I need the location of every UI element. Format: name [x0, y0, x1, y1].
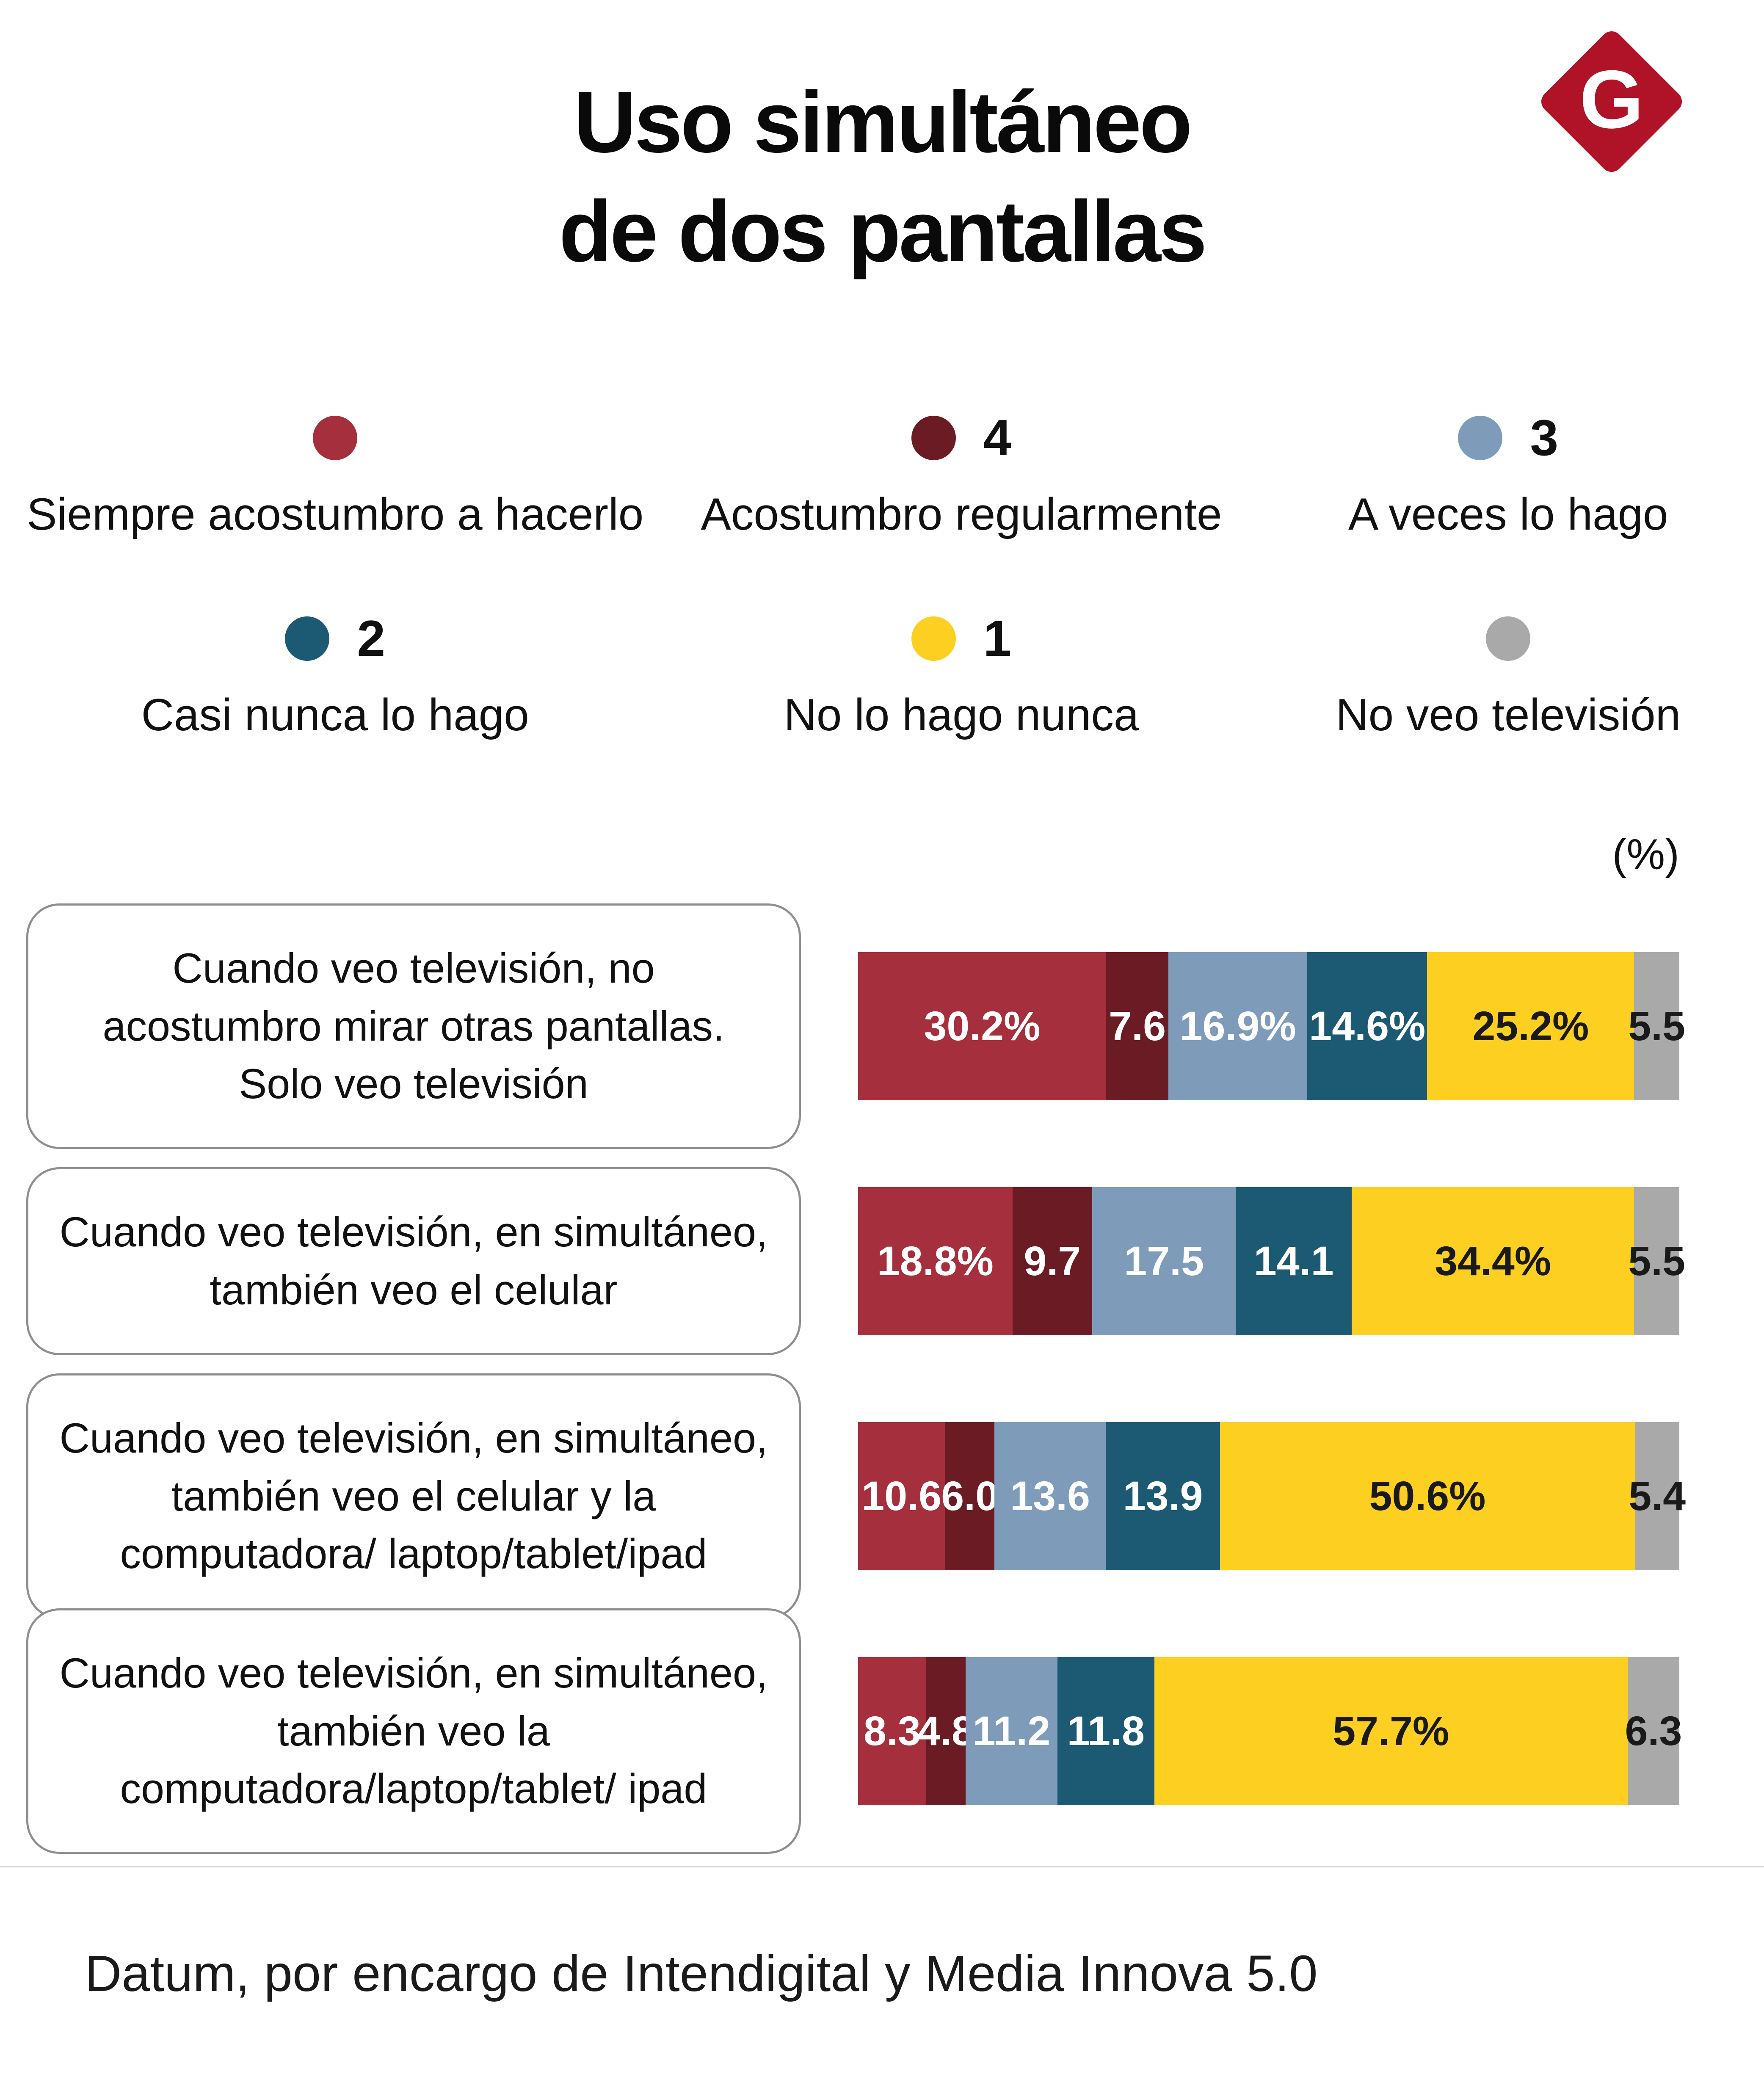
chart-row-2: Cuando veo televisión, en simultáneo, ta…	[26, 1373, 1686, 1619]
legend-item-2: 3 A veces lo hago	[1253, 409, 1764, 540]
bar-segment: 5.4	[1629, 1422, 1686, 1571]
legend-dot-row: 1	[911, 610, 1011, 667]
bar-segment: 6.3	[1625, 1657, 1682, 1806]
legend-item-3: 2 Casi nunca lo hago	[0, 610, 670, 741]
legend-color-dot	[911, 616, 956, 661]
bar-segment: 10.6	[858, 1422, 945, 1571]
percent-axis-label: (%)	[1612, 830, 1679, 878]
legend-item-4: 1 No lo hago nunca	[670, 610, 1252, 741]
legend-dot-row: 4	[911, 409, 1011, 466]
legend-scale-number: 3	[1530, 409, 1559, 467]
legend-dot-row: 2	[285, 610, 385, 667]
bar-segment: 34.4%	[1351, 1187, 1634, 1336]
chart-row-3: Cuando veo televisión, en simultáneo, ta…	[26, 1608, 1682, 1854]
legend: Siempre acostumbro a hacerlo 4 Acostumbro …	[0, 409, 1764, 741]
chart-rows: Cuando veo televisión, no acostumbro mir…	[26, 903, 1686, 1854]
bar-segment: 11.8	[1057, 1657, 1154, 1806]
legend-color-dot	[911, 415, 956, 460]
legend-color-dot	[285, 616, 330, 661]
legend-label: Siempre acostumbro a hacerlo	[27, 488, 644, 539]
bar-segment: 18.8%	[858, 1187, 1013, 1336]
bar-segment: 4.8	[917, 1657, 974, 1806]
source-text: Datum, por encargo de Intendigital y Med…	[85, 1944, 1318, 2002]
legend-scale-number: 1	[983, 610, 1012, 667]
bar-segment: 57.7%	[1154, 1657, 1628, 1806]
row-label-box: Cuando veo televisión, no acostumbro mir…	[26, 903, 801, 1149]
row-label-box: Cuando veo televisión, en simultáneo, ta…	[26, 1167, 801, 1355]
chart-row-0: Cuando veo televisión, no acostumbro mir…	[26, 903, 1685, 1149]
legend-color-dot	[1486, 616, 1531, 661]
legend-label: A veces lo hago	[1348, 488, 1668, 539]
bar-segment: 5.5	[1628, 952, 1685, 1101]
legend-scale-number: 4	[983, 409, 1012, 467]
legend-dot-row	[313, 414, 358, 462]
bar-segment: 17.5	[1092, 1187, 1236, 1336]
legend-label: Acostumbro regularmente	[701, 488, 1222, 539]
legend-item-5: No veo televisión	[1253, 614, 1764, 741]
footer: Datum, por encargo de Intendigital y Med…	[0, 1866, 1764, 2003]
logo-letter-g: G	[1579, 53, 1644, 146]
bar-segment: 11.2	[965, 1657, 1057, 1806]
bar-segment: 7.6	[1106, 952, 1169, 1101]
bar-segment: 5.5	[1628, 1187, 1685, 1336]
legend-scale-number: 2	[357, 610, 386, 667]
row-label-box: Cuando veo televisión, en simultáneo, ta…	[26, 1608, 801, 1854]
chart-row-1: Cuando veo televisión, en simultáneo, ta…	[26, 1144, 1685, 1379]
stacked-bar: 8.3 4.8 11.2 11.8 57.7% 6.3	[858, 1657, 1682, 1806]
bar-segment: 50.6%	[1220, 1422, 1635, 1571]
bar-segment: 16.9%	[1168, 952, 1308, 1101]
stacked-bar-chart: (%) Cuando veo televisión, no acostumbro…	[0, 830, 1764, 1854]
legend-label: No lo hago nunca	[784, 689, 1139, 740]
title-line-2: de dos pantallas	[559, 183, 1207, 280]
legend-dot-row: 3	[1458, 409, 1558, 466]
stacked-bar: 10.6 6.0 13.6 13.9 50.6% 5.4	[858, 1422, 1686, 1571]
stacked-bar: 30.2% 7.6 16.9% 14.6% 25.2% 5.5	[858, 952, 1685, 1101]
bar-segment: 30.2%	[858, 952, 1106, 1101]
title-line-1: Uso simultáneo	[574, 74, 1192, 171]
page-title: Uso simultáneo de dos pantallas	[0, 0, 1764, 287]
bar-segment: 8.3	[858, 1657, 926, 1806]
legend-item-0: Siempre acostumbro a hacerlo	[0, 414, 670, 540]
legend-item-1: 4 Acostumbro regularmente	[670, 409, 1252, 540]
legend-label: No veo televisión	[1336, 689, 1681, 740]
legend-color-dot	[1458, 415, 1503, 460]
bar-segment: 25.2%	[1427, 952, 1634, 1101]
bar-segment: 13.6	[994, 1422, 1106, 1571]
bar-segment: 13.9	[1106, 1422, 1220, 1571]
legend-color-dot	[313, 415, 358, 460]
bar-segment: 14.1	[1236, 1187, 1352, 1336]
bar-segment: 14.6%	[1307, 952, 1427, 1101]
bar-segment: 6.0	[941, 1422, 998, 1571]
stacked-bar: 18.8% 9.7 17.5 14.1 34.4% 5.5	[858, 1187, 1685, 1336]
legend-label: Casi nunca lo hago	[141, 689, 529, 740]
legend-dot-row	[1486, 614, 1531, 663]
bar-segment: 9.7	[1012, 1187, 1092, 1336]
row-label-box: Cuando veo televisión, en simultáneo, ta…	[26, 1373, 801, 1619]
